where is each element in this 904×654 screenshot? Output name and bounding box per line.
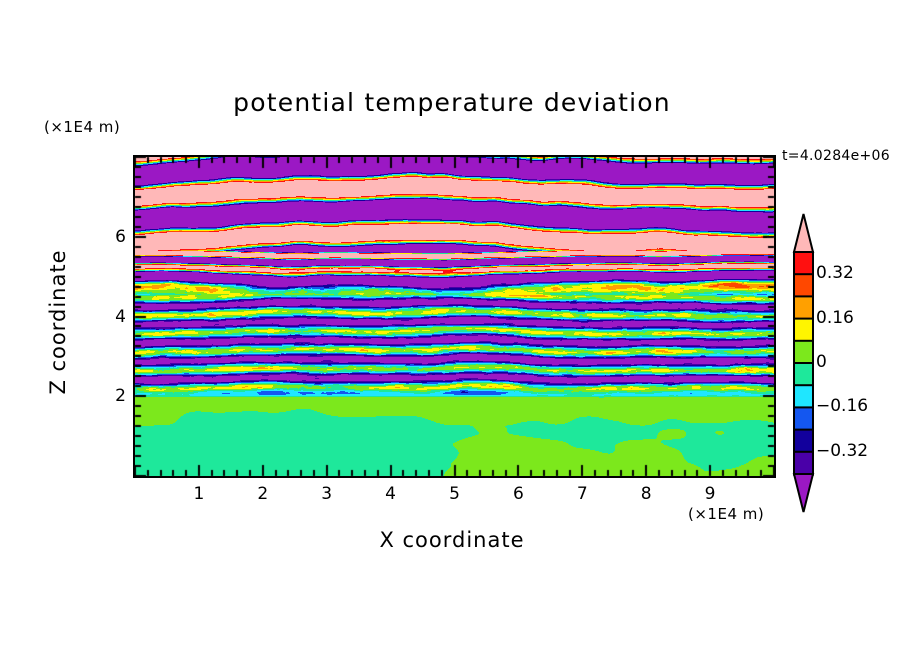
x-axis-title: X coordinate	[379, 528, 525, 552]
colorbar-band	[793, 273, 814, 298]
colorbar-tick-label: 0.16	[816, 307, 854, 328]
time-annotation: t=4.0284e+06	[782, 148, 890, 164]
plot-area	[133, 155, 776, 478]
x-tick-label: 8	[640, 484, 652, 504]
colorbar-tick-label: −0.32	[816, 440, 869, 461]
colorbar-band	[793, 251, 814, 276]
colorbar-band	[793, 362, 814, 387]
colorbar-under-arrow	[792, 473, 815, 513]
colorbar-band	[793, 339, 814, 365]
colorbar-band	[793, 384, 814, 409]
z-axis-title: Z coordinate	[46, 249, 70, 395]
x-tick-label: 6	[512, 484, 524, 504]
z-tick-label: 2	[115, 386, 126, 407]
colorbar	[786, 212, 820, 514]
colorbar-band	[793, 406, 814, 432]
colorbar-tick-label: 0	[816, 352, 827, 372]
colorbar-band	[793, 317, 814, 343]
x-tick-label: 5	[449, 484, 460, 504]
x-tick-label: 9	[704, 484, 716, 504]
x-tick-label: 3	[321, 484, 333, 504]
z-axis-unit-label: (×1E4 m)	[44, 118, 121, 136]
colorbar-band	[793, 428, 814, 454]
colorbar-band	[793, 295, 814, 321]
x-tick-label: 1	[193, 484, 205, 504]
x-tick-label: 4	[385, 484, 396, 504]
contour-field	[135, 157, 774, 476]
z-tick-label: 4	[115, 306, 126, 327]
z-tick-label: 6	[115, 226, 126, 247]
colorbar-tick-label: −0.16	[816, 396, 869, 417]
colorbar-band	[793, 450, 814, 476]
x-axis-unit-label: (×1E4 m)	[688, 505, 765, 523]
x-tick-label: 2	[257, 484, 269, 504]
colorbar-over-arrow	[792, 213, 815, 253]
x-tick-label: 7	[576, 484, 588, 504]
colorbar-tick-label: 0.32	[816, 263, 854, 284]
plot-title: potential temperature deviation	[233, 88, 671, 117]
